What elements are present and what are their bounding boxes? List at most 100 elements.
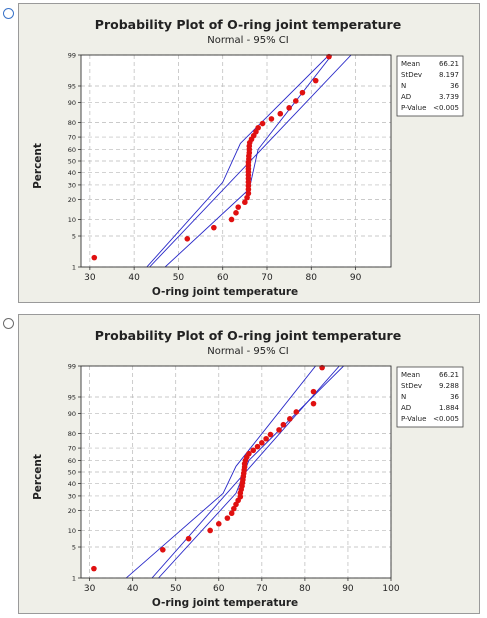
data-point <box>211 224 217 231</box>
statistics-box: Mean 66.21 StDev 8.197 N 36 AD 3.739 P-V… <box>396 55 464 117</box>
x-tick-label: 80 <box>306 273 318 283</box>
data-point <box>254 443 261 450</box>
y-tick-label: 95 <box>68 82 76 90</box>
data-point <box>184 235 191 242</box>
chart-subtitle: Normal - 95% CI <box>207 35 288 46</box>
x-tick-label: 100 <box>382 584 399 594</box>
data-point <box>244 194 250 201</box>
y-tick-label: 80 <box>68 430 76 438</box>
stat-value-mean: 66.21 <box>439 371 459 379</box>
x-tick-label: 50 <box>170 584 182 594</box>
y-tick-label: 10 <box>68 527 76 535</box>
data-point <box>286 105 292 111</box>
chart-panel-2: Probability Plot of O-ring joint tempera… <box>18 314 480 614</box>
stat-value-stdev: 9.288 <box>439 382 459 390</box>
x-tick-label: 80 <box>299 584 311 594</box>
chart-subtitle: Normal - 95% CI <box>207 346 288 357</box>
y-tick-label: 60 <box>68 457 76 465</box>
statistics-box: Mean 66.21 StDev 9.288 N 36 AD 1.884 P-V… <box>396 366 464 428</box>
data-point <box>310 388 317 395</box>
stat-label-n: N <box>401 393 406 401</box>
data-point <box>310 400 317 407</box>
y-tick-label: 95 <box>68 393 76 401</box>
x-tick-label: 40 <box>127 584 139 594</box>
y-tick-label: 70 <box>68 134 76 142</box>
data-point <box>276 427 282 433</box>
data-point <box>215 521 222 527</box>
stat-label-n: N <box>401 82 406 90</box>
data-point <box>235 204 242 210</box>
data-point <box>287 416 293 422</box>
y-tick-label: 30 <box>68 492 76 500</box>
y-tick-label: 50 <box>68 469 76 477</box>
chart-title: Probability Plot of O-ring joint tempera… <box>95 17 401 32</box>
y-axis-label: Percent <box>32 454 44 500</box>
data-point <box>277 110 284 117</box>
stat-value-pvalue: <0.005 <box>433 104 459 112</box>
y-tick-label: 40 <box>68 169 76 177</box>
x-axis-label: O-ring joint temperature <box>152 286 298 298</box>
data-point <box>242 199 248 206</box>
x-tick-label: 30 <box>84 273 96 283</box>
stat-value-ad: 3.739 <box>439 93 459 101</box>
chart-panel-1: Probability Plot of O-ring joint tempera… <box>18 3 480 303</box>
chart-title: Probability Plot of O-ring joint tempera… <box>95 328 401 343</box>
x-tick-label: 50 <box>173 273 185 283</box>
data-point <box>231 505 237 512</box>
probability-plot-2: Probability Plot of O-ring joint tempera… <box>32 328 464 609</box>
data-point <box>228 510 235 517</box>
stat-value-stdev: 8.197 <box>439 71 459 79</box>
data-point <box>293 409 300 415</box>
answer-option-1: Probability Plot of O-ring joint tempera… <box>3 3 480 303</box>
option-1-radio-button[interactable] <box>3 8 14 19</box>
data-point <box>259 120 266 127</box>
stat-label-pvalue: P-Value <box>401 415 426 423</box>
data-point <box>185 535 192 542</box>
stat-label-stdev: StDev <box>401 71 422 79</box>
data-point <box>280 421 287 428</box>
y-tick-label: 90 <box>68 99 76 107</box>
y-tick-label: 70 <box>68 445 76 453</box>
data-point <box>267 431 274 438</box>
data-point <box>255 124 261 131</box>
y-tick-label: 50 <box>68 158 76 166</box>
y-tick-label: 20 <box>68 196 76 204</box>
stat-label-pvalue: P-Value <box>401 104 426 112</box>
y-tick-label: 40 <box>68 480 76 488</box>
stat-value-ad: 1.884 <box>439 404 460 412</box>
data-point <box>263 435 269 442</box>
option-2-radio-button[interactable] <box>3 318 14 329</box>
stat-label-mean: Mean <box>401 371 420 379</box>
y-tick-label: 60 <box>68 146 76 154</box>
x-tick-label: 90 <box>350 273 362 283</box>
data-point <box>268 116 275 122</box>
ci-upper-bound <box>146 55 330 267</box>
stat-value-mean: 66.21 <box>439 60 459 68</box>
data-point <box>292 98 299 104</box>
stat-value-n: 36 <box>450 82 459 90</box>
stat-label-ad: AD <box>401 93 411 101</box>
answer-option-2: Probability Plot of O-ring joint tempera… <box>0 309 487 618</box>
data-point <box>312 77 319 84</box>
data-point <box>91 565 97 572</box>
data-point <box>224 515 231 521</box>
data-point <box>91 254 98 261</box>
x-tick-label: 40 <box>128 273 140 283</box>
data-point <box>207 527 213 534</box>
y-tick-label: 1 <box>72 264 76 272</box>
data-point <box>233 210 239 216</box>
stat-value-pvalue: <0.005 <box>433 415 459 423</box>
y-axis-label: Percent <box>32 143 44 189</box>
x-tick-label: 90 <box>342 584 354 594</box>
probability-plot-1: Probability Plot of O-ring joint tempera… <box>32 17 464 298</box>
y-tick-label: 10 <box>68 216 76 224</box>
stat-label-mean: Mean <box>401 60 420 68</box>
x-tick-label: 70 <box>256 584 268 594</box>
x-tick-label: 70 <box>261 273 273 283</box>
y-tick-label: 5 <box>72 233 76 241</box>
data-point <box>160 546 166 553</box>
y-tick-label: 20 <box>68 507 76 515</box>
data-point <box>245 190 252 197</box>
x-tick-label: 60 <box>217 273 229 283</box>
x-tick-label: 60 <box>213 584 225 594</box>
